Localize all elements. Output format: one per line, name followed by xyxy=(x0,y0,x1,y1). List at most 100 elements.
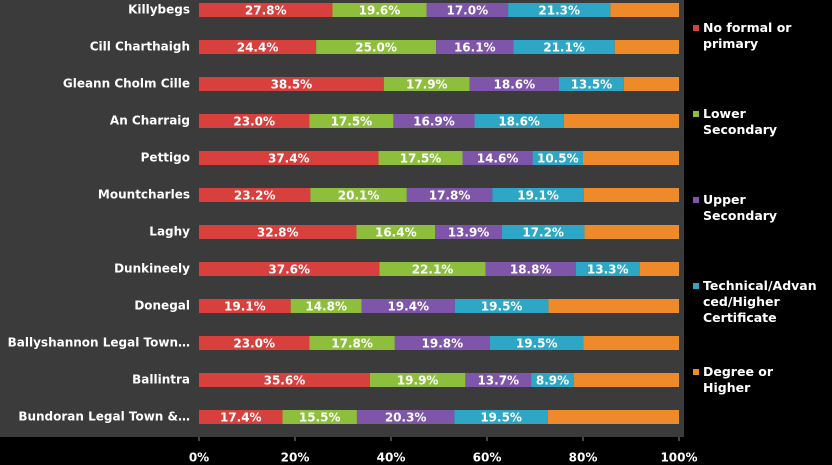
bar-segment xyxy=(356,225,436,239)
data-label: 13.7% xyxy=(477,374,519,388)
bar-segment xyxy=(309,336,395,350)
bar-segment xyxy=(531,373,574,387)
bar-segment xyxy=(378,151,463,165)
bar-segment xyxy=(199,336,310,350)
data-label: 16.1% xyxy=(454,41,496,55)
bar-segment xyxy=(199,262,380,276)
bar-segment xyxy=(547,410,679,424)
data-label: 19.5% xyxy=(480,411,522,425)
legend-label: Degree or Higher xyxy=(703,364,774,395)
bar-segment xyxy=(290,299,362,313)
data-label: 23.0% xyxy=(233,115,275,129)
bar-segment xyxy=(199,410,283,424)
bar-segment xyxy=(282,410,357,424)
data-label: 16.9% xyxy=(413,115,455,129)
data-label: 19.8% xyxy=(422,337,464,351)
data-label: 14.8% xyxy=(305,300,347,314)
legend-label: Technical/Advanced/Higher Certificate xyxy=(703,278,817,325)
data-label: 19.1% xyxy=(517,189,559,203)
x-tick-label: 20% xyxy=(281,451,310,465)
bar-segment xyxy=(199,299,291,313)
bar-segment xyxy=(532,151,583,165)
data-label: 10.5% xyxy=(537,152,579,166)
legend-entry: Technical/Advanced/Higher Certificate xyxy=(693,278,821,364)
bar-segment xyxy=(614,40,679,54)
bar-segment xyxy=(426,3,509,17)
data-label: 27.8% xyxy=(245,4,287,18)
data-label: 18.6% xyxy=(498,115,540,129)
bar-segment xyxy=(199,225,357,239)
y-tick-label: Donegal xyxy=(134,299,190,313)
bar-segment xyxy=(310,188,407,202)
legend-swatch xyxy=(693,25,699,31)
legend: No formal or primary Lower Secondary Upper… xyxy=(693,20,832,450)
bar-segment xyxy=(199,40,317,54)
bar-segment xyxy=(573,373,679,387)
bar-segment xyxy=(492,188,584,202)
data-label: 14.6% xyxy=(477,152,519,166)
bar-segment xyxy=(639,262,679,276)
bar-segment xyxy=(394,336,490,350)
y-tick-label: Gleann Cholm Cille xyxy=(63,77,190,91)
bar-segment xyxy=(501,225,585,239)
y-tick-label: Dunkineely xyxy=(114,262,190,276)
bar-segment xyxy=(361,299,455,313)
bar-segment xyxy=(199,77,384,91)
bar-segment xyxy=(454,299,549,313)
bar-segment xyxy=(513,40,615,54)
data-label: 15.5% xyxy=(299,411,341,425)
y-tick-label: An Charraig xyxy=(110,114,190,128)
data-label: 18.8% xyxy=(510,263,552,277)
data-label: 23.2% xyxy=(234,189,276,203)
data-label: 18.6% xyxy=(494,78,536,92)
y-tick-label: Killybegs xyxy=(128,3,190,17)
data-label: 17.9% xyxy=(406,78,448,92)
legend-label: Upper Secondary xyxy=(703,192,778,223)
bar-segment xyxy=(406,188,493,202)
bar-segment xyxy=(489,336,584,350)
data-label: 22.1% xyxy=(412,263,454,277)
bar-segment xyxy=(316,40,437,54)
data-label: 20.3% xyxy=(385,411,427,425)
legend-swatch xyxy=(693,197,699,203)
data-label: 21.3% xyxy=(538,4,580,18)
legend-swatch xyxy=(693,111,699,117)
data-label: 21.1% xyxy=(543,41,585,55)
data-label: 24.4% xyxy=(237,41,279,55)
data-label: 17.8% xyxy=(429,189,471,203)
y-tick-label: Ballintra xyxy=(132,373,190,387)
bar-segment xyxy=(583,188,679,202)
legend-entry: Degree or Higher xyxy=(693,364,821,450)
bar-segment xyxy=(563,114,679,128)
data-label: 17.8% xyxy=(331,337,373,351)
bar-segment xyxy=(462,151,533,165)
legend-entry: No formal or primary xyxy=(693,20,821,106)
bar-segment xyxy=(393,114,475,128)
data-label: 37.4% xyxy=(268,152,310,166)
bar-segment xyxy=(469,77,559,91)
data-label: 17.5% xyxy=(400,152,442,166)
data-label: 37.6% xyxy=(268,263,310,277)
legend-swatch xyxy=(693,283,699,289)
x-tick-label: 60% xyxy=(473,451,502,465)
x-tick-label: 40% xyxy=(377,451,406,465)
data-label: 19.9% xyxy=(397,374,439,388)
bar-segment xyxy=(454,410,548,424)
bar-segment xyxy=(559,77,624,91)
bar-segment xyxy=(583,336,679,350)
data-label: 16.4% xyxy=(375,226,417,240)
x-tick-label: 80% xyxy=(569,451,598,465)
y-tick-label: Laghy xyxy=(149,225,190,239)
y-tick-label: Bundoran Legal Town &… xyxy=(18,410,190,424)
bar-segment xyxy=(435,225,502,239)
bar-segment xyxy=(548,299,679,313)
data-label: 19.5% xyxy=(481,300,523,314)
data-label: 13.5% xyxy=(571,78,613,92)
data-label: 38.5% xyxy=(271,78,313,92)
data-label: 35.6% xyxy=(264,374,306,388)
data-label: 17.0% xyxy=(446,4,488,18)
bar-segment xyxy=(356,410,455,424)
data-label: 20.1% xyxy=(338,189,380,203)
